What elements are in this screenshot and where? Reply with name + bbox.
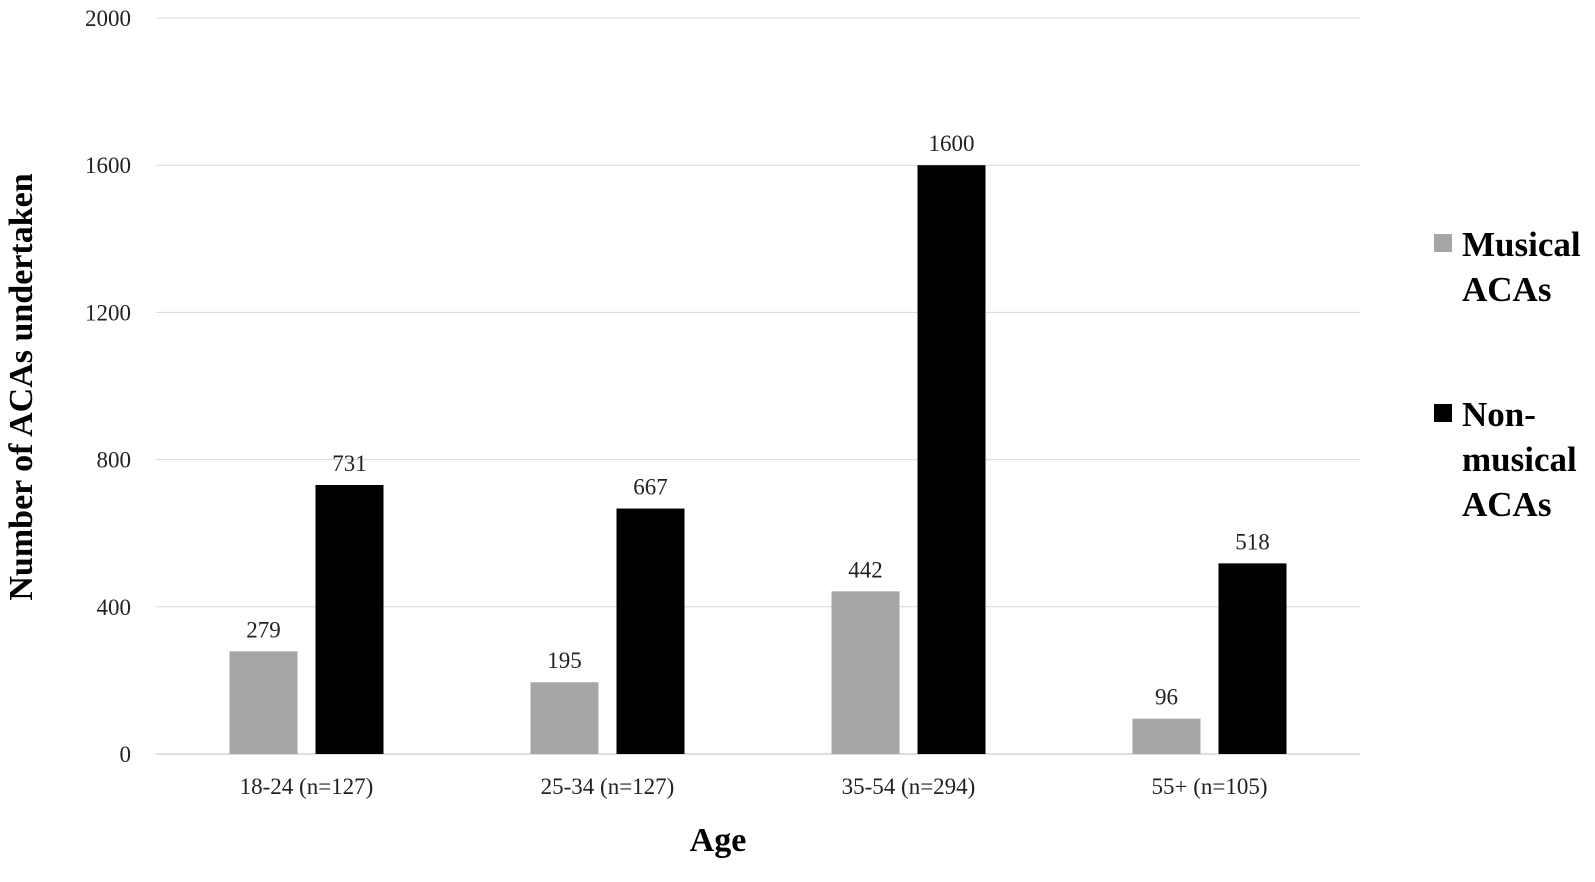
y-axis-title: Number of ACAs undertaken (3, 173, 40, 600)
legend: Musical ACAs Non-musical ACAs (1434, 222, 1594, 527)
x-tick-label-18-24-n-127: 18-24 (n=127) (240, 774, 374, 799)
data-label-musical-acas-25-34-n-127: 195 (547, 648, 582, 673)
bars (229, 165, 1287, 754)
y-tick-label-0: 0 (120, 742, 132, 767)
bar-non-musical-acas-25-34-n-127 (616, 508, 685, 754)
y-tick-label-2000: 2000 (85, 6, 131, 31)
y-tick-label-1200: 1200 (85, 300, 131, 325)
bar-musical-acas-35-54-n-294 (831, 591, 900, 754)
data-labels: 279 731 195 667 442 1600 96 518 (246, 131, 1270, 709)
data-label-musical-acas-55-n-105: 96 (1155, 685, 1178, 710)
legend-label-non-musical: Non-musical ACAs (1462, 395, 1577, 524)
y-tick-label-1600: 1600 (85, 153, 131, 178)
legend-label-musical: Musical ACAs (1462, 225, 1581, 309)
bar-musical-acas-55-n-105 (1132, 718, 1201, 754)
legend-item-musical: Musical ACAs (1434, 222, 1594, 312)
bar-non-musical-acas-55-n-105 (1218, 563, 1287, 754)
bar-non-musical-acas-18-24-n-127 (315, 484, 384, 754)
x-axis-title: Age (690, 822, 747, 859)
data-label-musical-acas-18-24-n-127: 279 (246, 617, 281, 642)
bar-non-musical-acas-35-54-n-294 (917, 165, 986, 754)
data-label-non-musical-acas-25-34-n-127: 667 (633, 475, 668, 500)
legend-swatch-musical (1434, 234, 1452, 252)
legend-swatch-non-musical (1434, 404, 1452, 422)
bar-musical-acas-18-24-n-127 (229, 651, 298, 754)
y-tick-label-400: 400 (97, 595, 132, 620)
x-tick-label-25-34-n-127: 25-34 (n=127) (541, 774, 675, 799)
data-label-non-musical-acas-18-24-n-127: 731 (332, 451, 367, 476)
x-tick-label-55-n-105: 55+ (n=105) (1151, 774, 1267, 799)
y-tick-label-800: 800 (97, 448, 132, 473)
legend-item-non-musical: Non-musical ACAs (1434, 392, 1594, 527)
x-tick-label-35-54-n-294: 35-54 (n=294) (842, 774, 976, 799)
bar-musical-acas-25-34-n-127 (530, 682, 599, 754)
data-label-musical-acas-35-54-n-294: 442 (848, 557, 883, 582)
x-axis-tick-labels: 18-24 (n=127) 25-34 (n=127) 35-54 (n=294) 5… (240, 774, 1268, 799)
data-label-non-musical-acas-55-n-105: 518 (1235, 529, 1270, 554)
y-axis-tick-labels: 0 400 800 1200 1600 2000 (85, 6, 131, 767)
data-label-non-musical-acas-35-54-n-294: 1600 (929, 131, 975, 156)
